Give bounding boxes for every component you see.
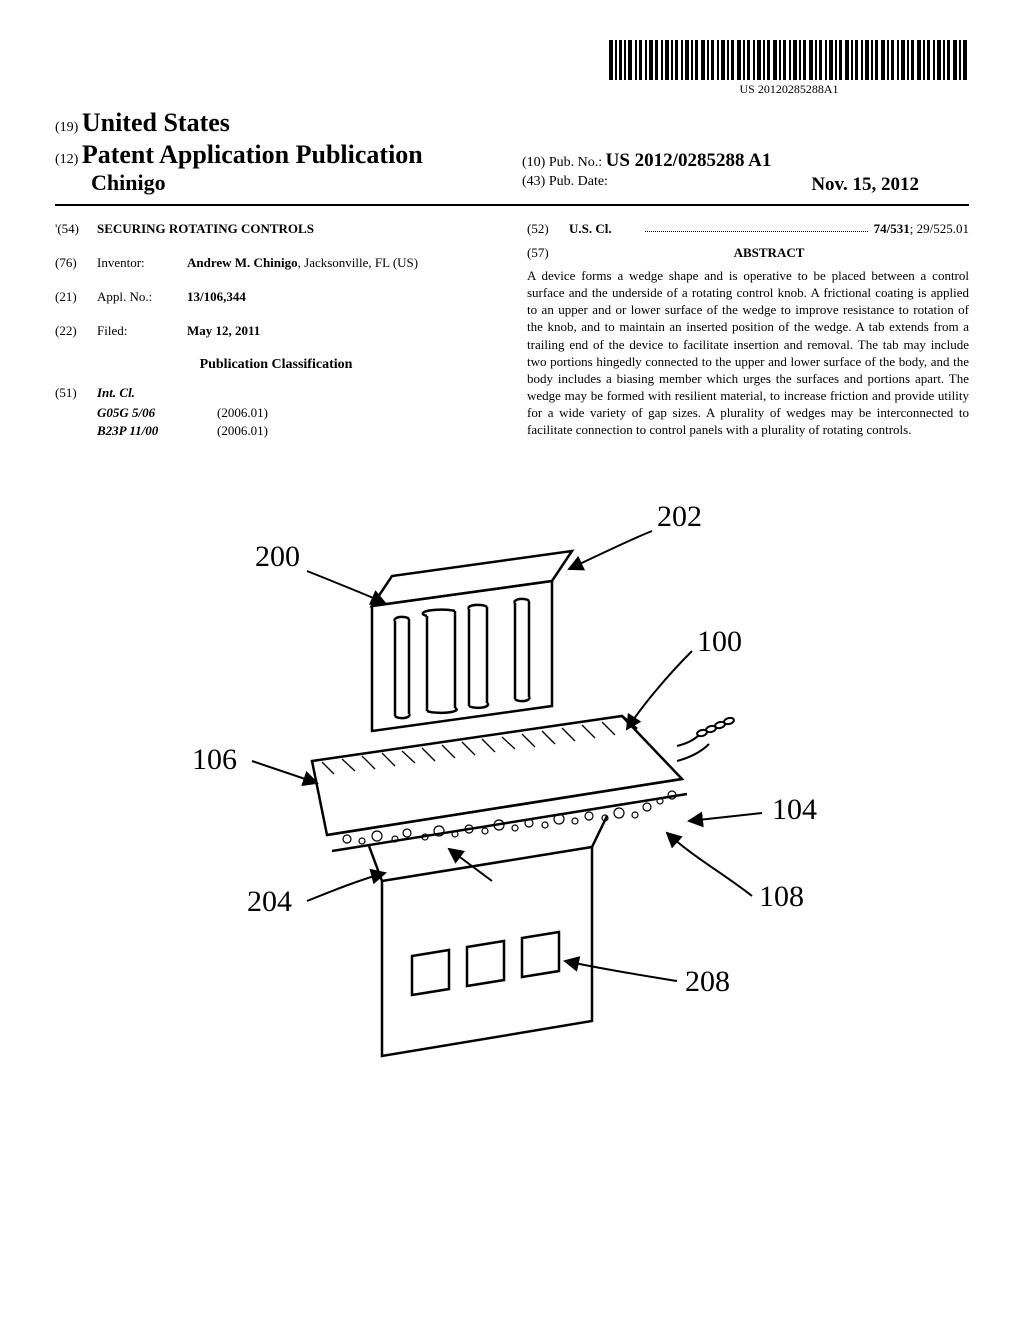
appl-label: Appl. No.: bbox=[97, 289, 187, 305]
inventor-value: Andrew M. Chinigo, Jacksonville, FL (US) bbox=[187, 255, 497, 271]
intcl-class: G05G 5/06 bbox=[97, 405, 217, 421]
classification-heading: Publication Classification bbox=[55, 357, 497, 373]
pub-no-value: US 2012/0285288 A1 bbox=[606, 150, 772, 171]
pub-date-label: Pub. Date: bbox=[549, 174, 608, 189]
intcl-item: G05G 5/06 (2006.01) bbox=[97, 405, 497, 421]
figure-label-202: 202 bbox=[657, 500, 702, 533]
patent-figure: 200 202 100 106 104 108 204 208 bbox=[55, 481, 969, 1101]
figure-label-200: 200 bbox=[255, 540, 300, 573]
inventor-label: Inventor: bbox=[97, 255, 187, 271]
dotted-leader bbox=[645, 221, 868, 232]
intcl-code: (51) bbox=[55, 385, 97, 401]
header-divider bbox=[55, 204, 969, 206]
figure-label-106: 106 bbox=[192, 743, 237, 776]
intcl-label: Int. Cl. bbox=[97, 385, 135, 401]
barcode-number: US 20120285288A1 bbox=[609, 82, 969, 97]
pub-no-label: Pub. No.: bbox=[549, 155, 602, 170]
abstract-column: (52) U.S. Cl. 74/531; 29/525.01 (57) ABS… bbox=[527, 221, 969, 441]
bibliographic-column: '(54) SECURING ROTATING CONTROLS (76) In… bbox=[55, 221, 497, 441]
figure-label-204: 204 bbox=[247, 885, 292, 918]
barcode: US 20120285288A1 bbox=[609, 40, 969, 97]
uscl-value: 74/531; 29/525.01 bbox=[874, 221, 969, 237]
inventor-code: (76) bbox=[55, 255, 97, 271]
filed-code: (22) bbox=[55, 323, 97, 339]
author-lastname: Chinigo bbox=[55, 170, 502, 196]
figure-label-208: 208 bbox=[685, 965, 730, 998]
uscl-code: (52) bbox=[527, 221, 569, 237]
uscl-label: U.S. Cl. bbox=[569, 221, 639, 237]
pub-date-prefix: (43) bbox=[522, 174, 545, 189]
intcl-version: (2006.01) bbox=[217, 423, 268, 439]
appl-value: 13/106,344 bbox=[187, 289, 497, 305]
figure-label-108: 108 bbox=[759, 880, 804, 913]
intcl-version: (2006.01) bbox=[217, 405, 268, 421]
content-columns: '(54) SECURING ROTATING CONTROLS (76) In… bbox=[55, 221, 969, 441]
filed-label: Filed: bbox=[97, 323, 187, 339]
filed-value: May 12, 2011 bbox=[187, 323, 497, 339]
figure-label-104: 104 bbox=[772, 793, 817, 826]
country-prefix: (19) bbox=[55, 120, 78, 135]
figure-label-100: 100 bbox=[697, 625, 742, 658]
appl-code: (21) bbox=[55, 289, 97, 305]
abstract-code: (57) bbox=[527, 245, 569, 267]
abstract-text: A device forms a wedge shape and is oper… bbox=[527, 267, 969, 439]
intcl-item: B23P 11/00 (2006.01) bbox=[97, 423, 497, 439]
pub-title: Patent Application Publication bbox=[82, 140, 423, 169]
invention-title: SECURING ROTATING CONTROLS bbox=[97, 221, 497, 237]
header-row: (19) United States (12) Patent Applicati… bbox=[55, 108, 969, 196]
barcode-section: US 20120285288A1 bbox=[55, 40, 969, 98]
country-name: United States bbox=[82, 108, 230, 137]
pub-date-value: Nov. 15, 2012 bbox=[811, 174, 969, 196]
pub-no-prefix: (10) bbox=[522, 155, 545, 170]
abstract-heading: ABSTRACT bbox=[569, 245, 969, 261]
title-code: '(54) bbox=[55, 221, 97, 237]
pub-prefix: (12) bbox=[55, 152, 78, 167]
intcl-class: B23P 11/00 bbox=[97, 423, 217, 439]
